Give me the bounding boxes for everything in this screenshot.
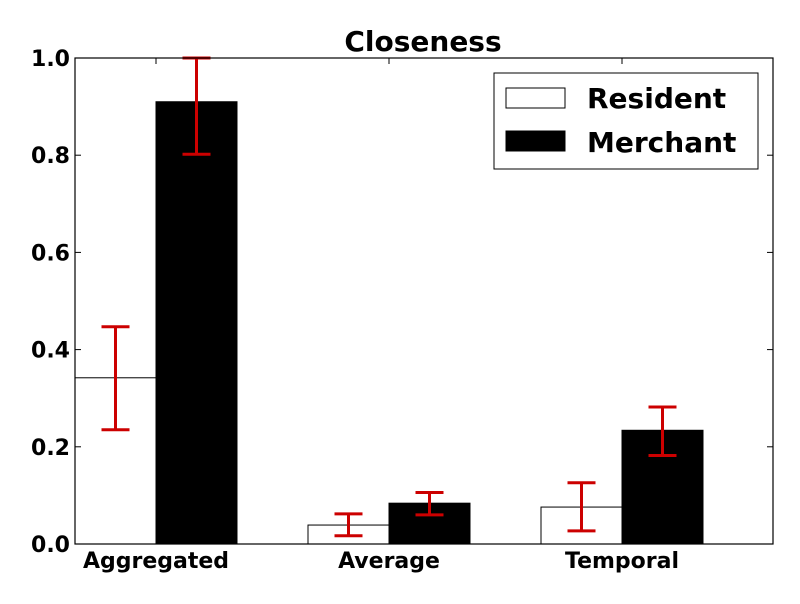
y-tick-label-4: 0.8: [31, 144, 70, 169]
axis-ticks-layer: Aggregated Average Temporal 0.0 0.2 0.4 0.6 0.8…: [31, 47, 773, 574]
legend-label-resident: Resident: [587, 82, 726, 115]
legend: Resident Merchant: [493, 72, 759, 170]
y-tick-label-1: 0.2: [31, 436, 70, 461]
bars-layer: [74, 101, 704, 545]
chart-title: Closeness: [344, 25, 501, 58]
y-tick-label-3: 0.6: [31, 241, 70, 266]
legend-swatch-resident: [505, 87, 566, 109]
legend-label-merchant: Merchant: [587, 126, 736, 159]
y-tick-label-0: 0.0: [31, 533, 70, 558]
bar-merchant-aggregated: [155, 101, 238, 545]
plot-frame: [74, 57, 774, 545]
x-tick-label-aggregated: Aggregated: [83, 549, 229, 574]
y-tick-label-5: 1.0: [31, 47, 70, 72]
legend-swatch-merchant: [505, 130, 566, 152]
x-tick-label-average: Average: [338, 549, 440, 574]
x-tick-label-temporal: Temporal: [565, 549, 679, 574]
y-tick-label-2: 0.4: [31, 339, 70, 364]
